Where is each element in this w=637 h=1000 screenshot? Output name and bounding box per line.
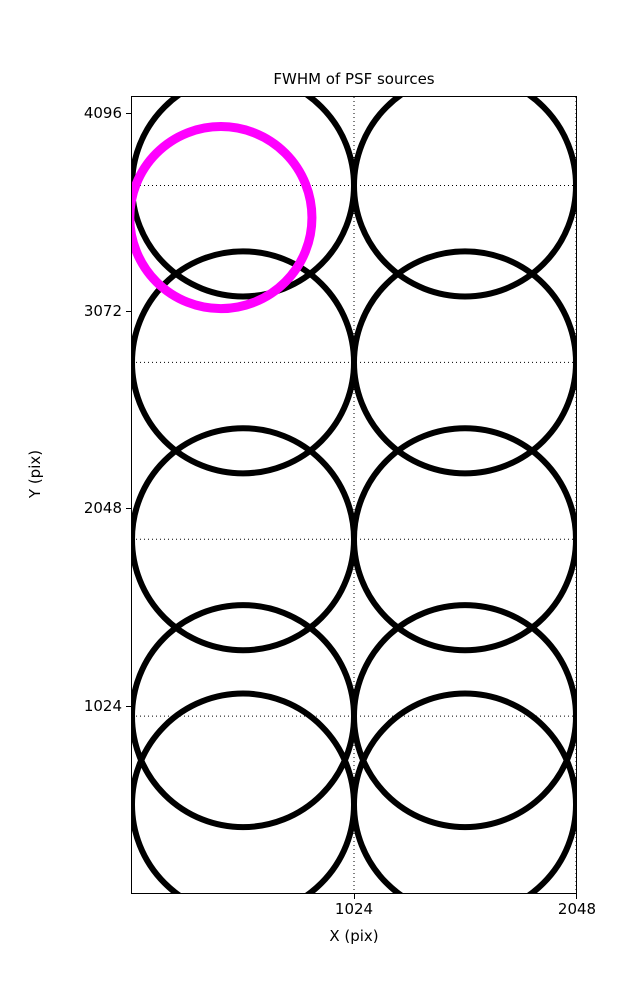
plot-svg <box>132 97 576 893</box>
y-tickmark-2048 <box>126 508 131 509</box>
marker-psf-sources-7 <box>351 602 576 831</box>
gridline-group <box>132 97 576 893</box>
y-tick-label-4096: 4096 <box>83 104 122 122</box>
x-axis-label: X (pix) <box>329 927 379 945</box>
y-tick-label-3072: 3072 <box>83 302 122 320</box>
data-marker-group <box>132 97 576 893</box>
x-tick-label-1024: 1024 <box>334 900 374 918</box>
y-tick-label-group: 4096 3072 2048 1024 <box>0 0 122 1000</box>
marker-psf-sources-1 <box>351 97 576 300</box>
y-tickmark-4096 <box>126 113 131 114</box>
y-axis-label: Y (pix) <box>26 449 44 499</box>
y-tickmark-3072 <box>126 311 131 312</box>
marker-highlighted-source-0 <box>132 122 317 314</box>
x-tickmark-2048 <box>576 894 577 899</box>
y-tickmark-1024 <box>126 706 131 707</box>
marker-psf-sources-9 <box>351 690 576 893</box>
x-tick-label-2048: 2048 <box>557 900 597 918</box>
x-tickmark-1024 <box>354 894 355 899</box>
marker-psf-sources-5 <box>351 425 576 654</box>
page-title: FWHM of PSF sources <box>273 70 435 88</box>
plot-area <box>131 96 577 894</box>
y-tick-label-2048: 2048 <box>83 499 122 517</box>
y-tick-label-1024: 1024 <box>83 697 122 715</box>
marker-psf-sources-3 <box>351 248 576 477</box>
